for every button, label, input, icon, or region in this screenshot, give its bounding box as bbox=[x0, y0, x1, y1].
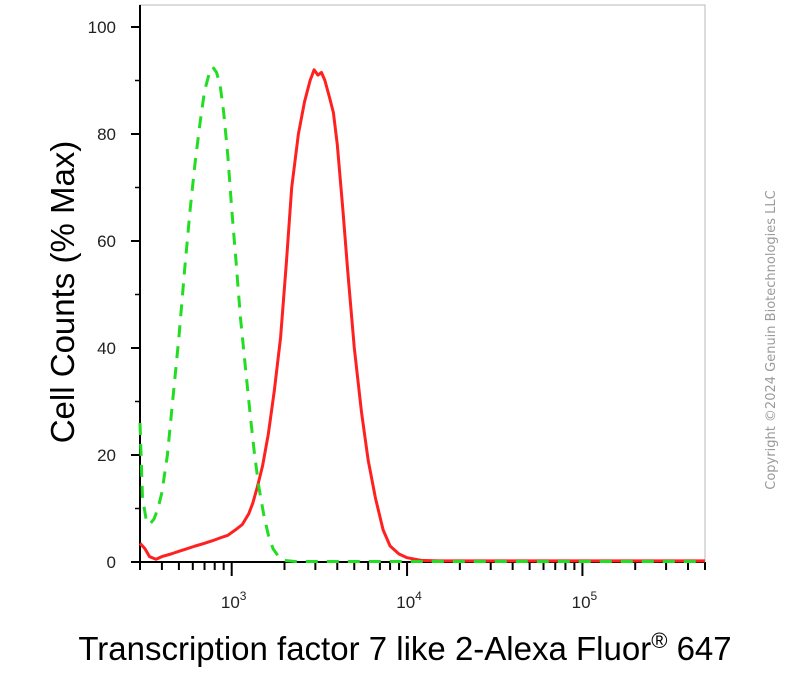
copyright-notice: Copyright ©2024 Genuin Biotechnologies L… bbox=[764, 190, 779, 489]
y-tick-label: 20 bbox=[97, 446, 116, 465]
x-tick-label: 104 bbox=[396, 589, 422, 612]
series-line-red-solid bbox=[138, 68, 705, 563]
x-axis-label: Transcription factor 7 like 2-Alexa Fluo… bbox=[78, 628, 731, 667]
plot-area: 0 20 40 60 80 100 103 104 105 bbox=[88, 4, 706, 612]
x-tick-label: 103 bbox=[221, 589, 247, 612]
x-axis-label-main: Transcription factor 7 like 2-Alexa Fluo… bbox=[78, 630, 651, 667]
x-axis-label-suffix: 647 bbox=[667, 630, 731, 667]
series-line-green-dashed bbox=[138, 65, 705, 563]
y-tick-label: 60 bbox=[97, 232, 116, 251]
y-tick-label: 40 bbox=[97, 339, 116, 358]
y-tick-label: 100 bbox=[88, 18, 116, 37]
y-tick-label: 80 bbox=[97, 125, 116, 144]
x-tick-label: 105 bbox=[572, 589, 598, 612]
y-axis-label: Cell Counts (% Max) bbox=[44, 141, 81, 444]
series-layer bbox=[138, 65, 705, 563]
y-axis-ticks: 0 20 40 60 80 100 bbox=[88, 18, 140, 572]
y-tick-label: 0 bbox=[107, 553, 116, 572]
x-axis-ticks: 103 104 105 bbox=[139, 562, 706, 612]
registered-symbol: ® bbox=[651, 628, 667, 653]
plot-frame bbox=[139, 4, 706, 563]
